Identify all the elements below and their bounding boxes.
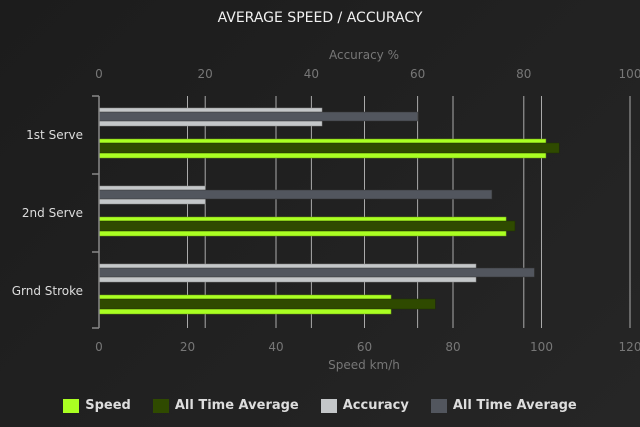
accuracy-all-time-average-bar (98, 267, 535, 278)
speed-all-time-average-bar (98, 220, 516, 232)
legend-item[interactable]: Accuracy (320, 398, 409, 413)
speed-tick-label: 20 (180, 340, 195, 354)
speed-tick-label: 120 (619, 340, 640, 354)
speed-tick-label: 60 (357, 340, 372, 354)
legend-item[interactable]: All Time Average (430, 398, 577, 413)
category-label: 2nd Serve (22, 206, 83, 220)
accuracy-tick-label: 0 (95, 67, 103, 81)
legend-item[interactable]: All Time Average (152, 398, 299, 413)
legend-label: All Time Average (452, 398, 577, 413)
legend-label: Speed (85, 398, 131, 413)
speed-all-time-average-bar (98, 142, 560, 154)
chart: AVERAGE SPEED / ACCURACY Accuracy % Spee… (12, 10, 640, 372)
accuracy-tick-label: 60 (410, 67, 425, 81)
legend-swatch (430, 398, 447, 413)
legend-label: Accuracy (342, 398, 409, 413)
legend: Speed All Time Average Accuracy All Time Av… (0, 398, 640, 413)
legend-swatch (152, 398, 169, 413)
accuracy-tick-label: 40 (304, 67, 319, 81)
accuracy-tick-label: 80 (516, 67, 531, 81)
speed-tick-label: 0 (95, 340, 103, 354)
accuracy-tick-label: 100 (619, 67, 640, 81)
speed-tick-label: 80 (445, 340, 460, 354)
speed-tick-label: 100 (530, 340, 553, 354)
accuracy-tick-label: 20 (198, 67, 213, 81)
legend-item[interactable]: Speed (63, 398, 131, 413)
category-label: 1st Serve (26, 128, 83, 142)
accuracy-all-time-average-bar (98, 189, 493, 200)
speed-tick-label: 40 (268, 340, 283, 354)
legend-swatch (63, 398, 80, 413)
bottom-axis-label: Speed km/h (328, 358, 400, 372)
legend-label: All Time Average (174, 398, 299, 413)
category-label: Grnd Stroke (12, 284, 83, 298)
accuracy-all-time-average-bar (98, 111, 418, 122)
speed-all-time-average-bar (98, 298, 436, 310)
legend-swatch (320, 398, 337, 413)
top-axis-label: Accuracy % (329, 48, 399, 62)
chart-title: AVERAGE SPEED / ACCURACY (218, 10, 423, 26)
